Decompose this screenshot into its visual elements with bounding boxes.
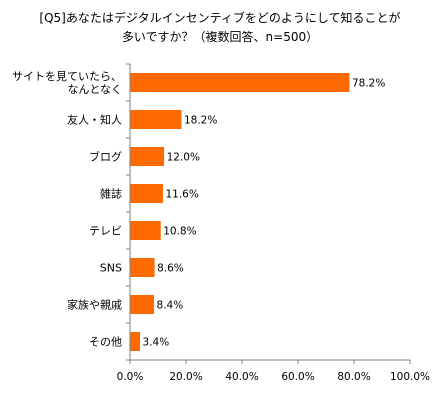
chart-title-line: 多いですか？（複数回答、n=500） [122,29,318,44]
bar [130,184,163,203]
category-label: SNS [100,262,122,275]
category-label: その他 [89,336,122,349]
bar [130,295,155,314]
bar-value-label: 11.6% [165,189,198,201]
bar-value-label: 8.6% [157,263,184,275]
chart-title: [Q5]あなたはデジタルインセンティブをどのようにして知ることが多いですか？（複… [39,10,400,44]
bar-value-label: 8.4% [157,300,184,312]
bar [130,110,182,129]
x-tick-label: 40.0% [225,371,258,383]
bar [130,221,161,240]
bar-value-label: 10.8% [163,226,196,238]
category-label: テレビ [89,225,122,238]
value-labels: 78.2% 18.2% 12.0% 11.6% 10.8% 8.6% 8.4% 3.4% [143,78,386,349]
chart-axes [126,63,411,364]
bar-value-label: 78.2% [352,78,385,90]
category-label: 雑誌 [100,187,122,201]
bars [130,73,350,351]
bar-value-label: 3.4% [143,337,170,349]
x-tick-label: 80.0% [337,371,370,383]
bar [130,332,141,351]
category-label: サイトを見ていたら、 [12,70,122,83]
x-tick-label: 100.0% [390,371,430,383]
category-label: ブログ [89,150,122,164]
category-label: なんとなく [67,83,122,96]
bar [130,147,165,166]
bar [130,258,155,277]
chart-title-line: [Q5]あなたはデジタルインセンティブをどのようにして知ることが [39,10,400,25]
category-label: 友人・知人 [67,113,122,127]
category-label: 家族や親戚 [67,298,122,312]
bar-value-label: 12.0% [167,152,200,164]
bar [130,73,350,92]
x-tick-labels: 0.0% 20.0% 40.0% 60.0% 80.0% 100.0% [117,371,430,383]
x-tick-label: 20.0% [169,371,202,383]
x-tick-label: 60.0% [281,371,314,383]
x-tick-label: 0.0% [117,371,144,383]
bar-value-label: 18.2% [184,115,217,127]
